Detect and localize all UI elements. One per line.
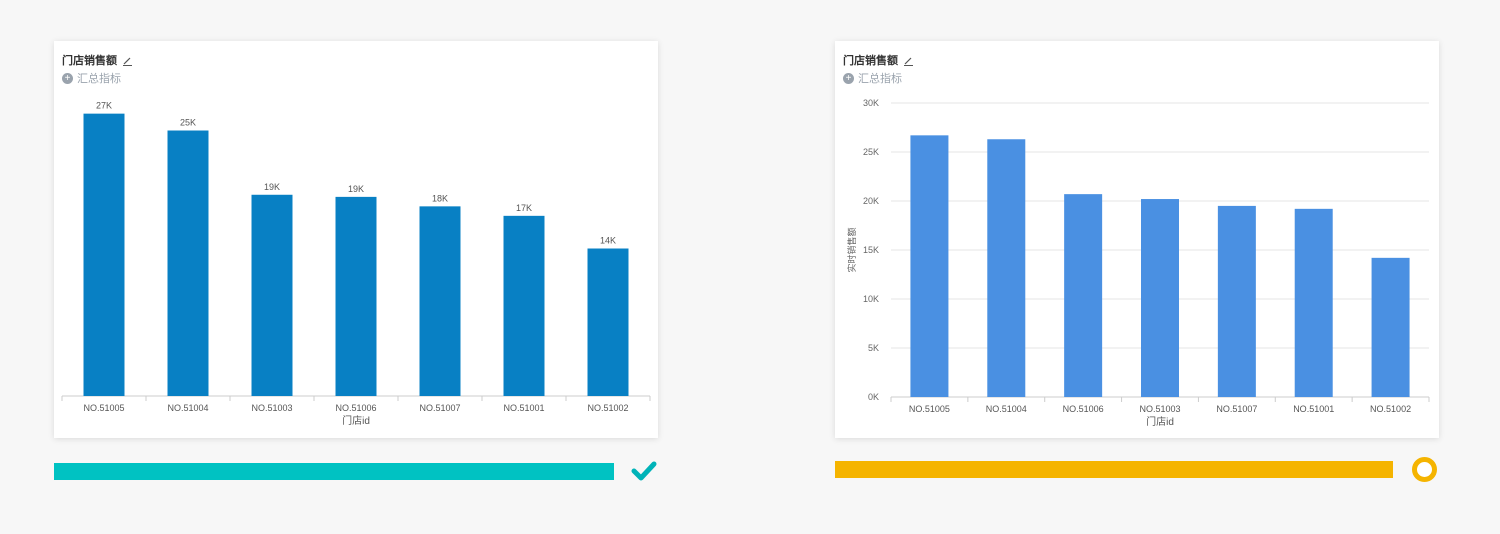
- status-bar-right: [835, 461, 1393, 478]
- x-tick-label: NO.51001: [1293, 404, 1334, 414]
- y-tick-label: 15K: [863, 245, 879, 255]
- y-tick-label: 30K: [863, 98, 879, 108]
- data-label: 27K: [96, 101, 112, 111]
- bar: [910, 135, 949, 397]
- bar: [503, 215, 545, 396]
- data-label: 18K: [432, 193, 448, 203]
- bar: [1064, 194, 1103, 397]
- add-metric-button[interactable]: + 汇总指标: [62, 70, 121, 86]
- pencil-icon[interactable]: [903, 55, 914, 66]
- bar: [83, 113, 125, 397]
- x-tick-label: NO.51006: [335, 403, 376, 413]
- x-tick-label: NO.51003: [1139, 404, 1180, 414]
- bar: [1371, 257, 1410, 397]
- plus-circle-icon: +: [843, 72, 854, 84]
- chart-card-left: 门店销售额 + 汇总指标 NO.51005 27K NO.51004 25K NO.51…: [54, 41, 658, 438]
- add-metric-button[interactable]: + 汇总指标: [843, 70, 902, 86]
- x-tick-label: NO.51003: [251, 403, 292, 413]
- plus-circle-icon: +: [62, 72, 73, 84]
- bar: [1217, 205, 1256, 397]
- pencil-icon[interactable]: [122, 55, 133, 66]
- bar: [335, 196, 377, 396]
- bar: [587, 248, 629, 396]
- data-label: 14K: [600, 236, 616, 246]
- x-tick-label: NO.51007: [419, 403, 460, 413]
- chart-title-text: 门店销售额: [62, 55, 117, 67]
- bar-chart-right: 0K 5K 10K 15K 20K 25K 30K 实时销售额 NO.51005 NO.51004…: [846, 98, 1430, 428]
- x-tick-label: NO.51005: [83, 403, 124, 413]
- add-metric-label: 汇总指标: [858, 73, 902, 85]
- chart-title: 门店销售额: [62, 52, 133, 68]
- y-axis-label: 实时销售额: [846, 227, 857, 272]
- y-tick-label: 10K: [863, 294, 879, 304]
- x-tick-label: NO.51001: [503, 403, 544, 413]
- ring-icon: [1412, 457, 1437, 482]
- y-tick-label: 20K: [863, 196, 879, 206]
- x-tick-label: NO.51002: [1370, 404, 1411, 414]
- bar: [1294, 208, 1333, 397]
- x-tick-label: NO.51005: [909, 404, 950, 414]
- bar: [1141, 199, 1179, 397]
- add-metric-label: 汇总指标: [77, 73, 121, 85]
- bar: [987, 139, 1026, 397]
- y-tick-label: 5K: [868, 343, 879, 353]
- status-bar-left: [54, 463, 614, 480]
- x-tick-label: NO.51004: [986, 404, 1027, 414]
- bar: [167, 130, 209, 396]
- data-label: 17K: [516, 203, 532, 213]
- x-tick-label: NO.51006: [1063, 404, 1104, 414]
- x-axis-label: 门店id: [342, 414, 370, 427]
- x-tick-label: NO.51004: [167, 403, 208, 413]
- check-icon: [631, 461, 657, 481]
- data-label: 19K: [348, 184, 364, 194]
- data-label: 19K: [264, 182, 280, 192]
- bar: [419, 206, 461, 396]
- data-label: 25K: [180, 118, 196, 128]
- y-tick-label: 25K: [863, 147, 879, 157]
- bar: [251, 194, 293, 396]
- chart-title: 门店销售额: [843, 52, 914, 68]
- chart-card-right: 门店销售额 + 汇总指标 0K 5K 10K 15K 20K 25K 30K 实时销售额 NO.…: [835, 41, 1439, 438]
- y-tick-label: 0K: [868, 392, 879, 402]
- x-tick-label: NO.51002: [587, 403, 628, 413]
- x-tick-label: NO.51007: [1216, 404, 1257, 414]
- x-axis-label: 门店id: [1146, 415, 1174, 428]
- bar-chart-left: NO.51005 27K NO.51004 25K NO.51003 19K NO.5100…: [61, 101, 651, 427]
- chart-title-text: 门店销售额: [843, 55, 898, 67]
